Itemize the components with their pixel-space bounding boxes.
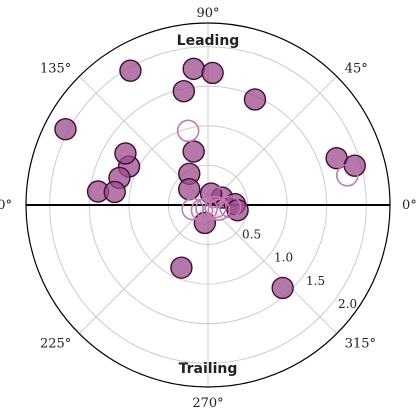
data-point-filled [243,88,267,111]
angle-tick-label: 45° [345,61,368,76]
angular-grid-line [207,75,338,206]
angle-tick-label: 0° [402,198,416,213]
data-point-filled [201,61,224,85]
data-point-filled [271,276,294,300]
data-point-hollow [336,164,359,187]
radial-tick-label: 2.0 [338,297,357,311]
angle-tick-label: 180° [0,198,12,213]
trailing-label: Trailing [179,361,238,377]
angular-grid-line [207,204,338,335]
data-point-hollow [218,195,242,219]
angle-tick-label: 225° [40,337,71,352]
text-layer: Leading Trailing 0° 45° 90° 135° 180° 225° 270… [0,6,416,409]
data-point-hollow [207,198,231,221]
data-point-filled [119,59,142,82]
data-point-filled [170,256,193,279]
data-point-hollow [181,197,205,221]
data-point-hollow [176,119,200,143]
angular-grid-line [78,204,209,335]
points-layer [54,57,366,300]
angle-tick-label: 135° [40,61,71,76]
data-point-filled [103,180,126,204]
radial-tick-label: 1.0 [274,251,293,265]
leading-label: Leading [177,33,240,49]
angle-tick-label: 315° [345,337,376,352]
data-point-filled [178,178,201,201]
data-point-hollow [190,198,214,222]
data-point-filled [182,57,205,81]
data-point-filled [182,140,205,163]
angle-tick-label: 90° [196,6,219,21]
data-point-filled [114,142,137,165]
data-point-filled [193,211,217,235]
data-point-hollow [204,195,227,219]
data-point-filled [172,80,196,103]
grid-layer [25,22,391,388]
data-point-filled [199,182,223,205]
data-point-filled [54,118,77,141]
radial-tick-label: 0.5 [242,227,261,241]
radial-tick-label: 1.5 [306,274,325,288]
angle-tick-label: 270° [192,396,223,409]
